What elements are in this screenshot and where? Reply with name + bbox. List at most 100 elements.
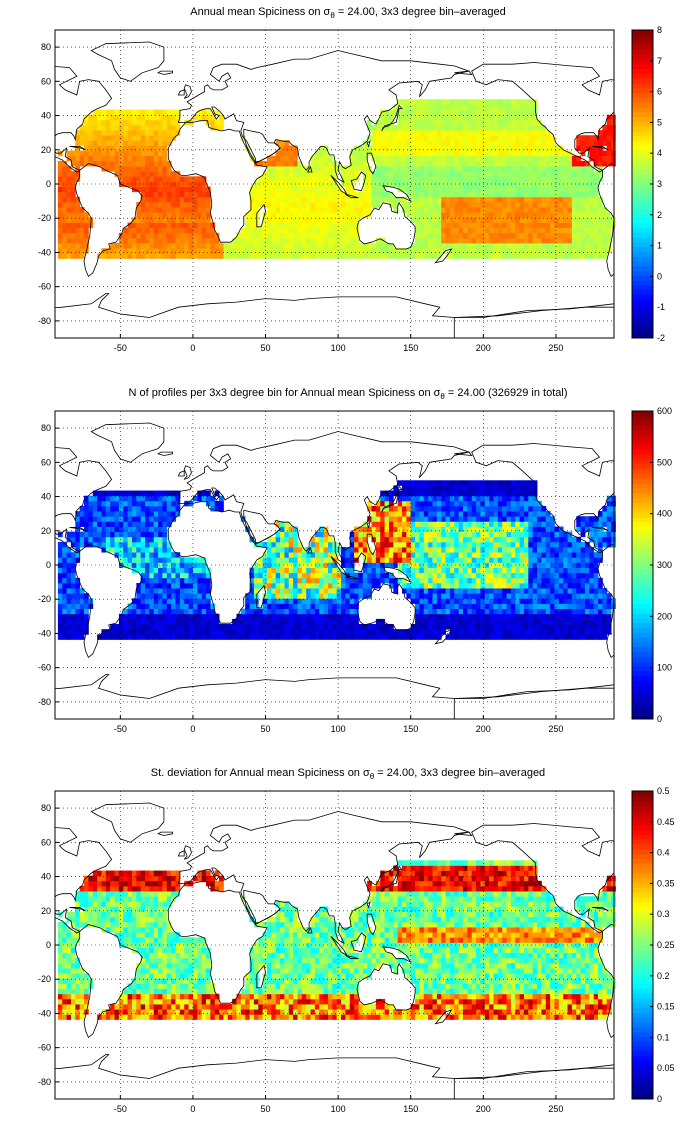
heatmap-cell [70, 598, 76, 604]
heatmap-cell [532, 155, 538, 162]
heatmap-cell [375, 140, 381, 146]
heatmap-cell [598, 130, 603, 136]
heatmap-cell [145, 160, 150, 167]
coastline [345, 193, 359, 199]
heatmap-cell [158, 495, 163, 502]
heatmap-cell [297, 608, 303, 615]
heatmap-cell [484, 109, 490, 116]
heatmap-cell [362, 536, 368, 543]
heatmap-cell [310, 634, 316, 640]
heatmap-cell [393, 253, 399, 259]
heatmap-cell [484, 521, 490, 527]
heatmap-cell [467, 155, 473, 162]
heatmap-cell [441, 629, 446, 635]
heatmap-cell [598, 253, 603, 259]
heatmap-cell [206, 618, 211, 625]
heatmap-cell [114, 130, 120, 136]
heatmap-cell [210, 227, 216, 234]
heatmap-cell [606, 114, 612, 121]
heatmap-cell [423, 572, 429, 579]
heatmap-cell [345, 613, 351, 620]
heatmap-cell [410, 572, 416, 579]
heatmap-cell [297, 567, 303, 574]
heatmap-cell [105, 495, 111, 502]
heatmap-cell [192, 243, 198, 249]
heatmap-cell [371, 201, 377, 208]
heatmap-cell [436, 248, 442, 254]
heatmap-cell [489, 104, 494, 110]
heatmap-cell [388, 552, 394, 558]
heatmap-cell [149, 500, 155, 507]
heatmap-cell [449, 160, 455, 167]
heatmap-cell [70, 227, 76, 234]
heatmap-cell [210, 222, 216, 229]
heatmap-cell [497, 201, 503, 208]
heatmap-cell [375, 253, 381, 259]
heatmap-cell [576, 207, 582, 213]
heatmap-cell [384, 516, 390, 522]
heatmap-cell [489, 130, 494, 136]
heatmap-cell [480, 181, 486, 187]
heatmap-cell [537, 135, 542, 141]
heatmap-cell [580, 248, 586, 254]
heatmap-cell [175, 603, 181, 610]
heatmap-cell [162, 541, 168, 548]
heatmap-cell [266, 577, 272, 584]
heatmap-cell [240, 618, 246, 625]
heatmap-cell [92, 536, 98, 543]
heatmap-cell [201, 201, 207, 208]
heatmap-cell [467, 521, 473, 527]
heatmap-cell [206, 114, 211, 121]
heatmap-cell [532, 243, 538, 249]
heatmap-cell [497, 232, 503, 239]
heatmap-cell [541, 130, 547, 136]
heatmap-cell [410, 140, 416, 146]
heatmap-cell [275, 191, 281, 198]
heatmap-cell [593, 227, 599, 234]
heatmap-cell [84, 613, 89, 620]
heatmap-cell [153, 567, 159, 574]
heatmap-cell [314, 624, 320, 630]
heatmap-cell [510, 104, 516, 110]
heatmap-cell [306, 248, 311, 254]
heatmap-cell [467, 495, 473, 502]
heatmap-cell [441, 119, 446, 126]
heatmap-cell [362, 547, 368, 553]
heatmap-cell [297, 624, 303, 630]
heatmap-cell [393, 207, 399, 213]
heatmap-cell [375, 201, 381, 208]
heatmap-cell [550, 196, 555, 203]
heatmap-cell [140, 547, 146, 553]
heatmap-cell [402, 196, 407, 203]
heatmap-cell [210, 634, 216, 640]
heatmap-cell [397, 155, 403, 162]
heatmap-cell [528, 176, 534, 182]
heatmap-cell [458, 505, 464, 512]
heatmap-cell [70, 588, 76, 594]
heatmap-cell [201, 567, 207, 574]
heatmap-cell [471, 253, 477, 259]
heatmap-cell [75, 160, 81, 167]
heatmap-cell [266, 232, 272, 239]
heatmap-cell [179, 237, 185, 244]
heatmap-cell [158, 243, 163, 249]
heatmap-cell [523, 166, 529, 172]
heatmap-cell [166, 253, 172, 259]
heatmap-cell [192, 567, 198, 574]
heatmap-cell [92, 140, 98, 146]
heatmap-cell [184, 634, 189, 640]
heatmap-cell [510, 227, 516, 234]
heatmap-cell [79, 541, 85, 548]
heatmap-cell [336, 598, 342, 604]
heatmap-cell [480, 155, 486, 162]
heatmap-cell [528, 212, 534, 218]
heatmap-cell [271, 572, 277, 579]
heatmap-cell [175, 500, 181, 507]
heatmap-cell [171, 232, 176, 239]
heatmap-cell [140, 500, 146, 507]
heatmap-cell [166, 521, 172, 527]
heatmap-cell [158, 541, 163, 548]
heatmap-cell [484, 145, 490, 152]
heatmap-cell [550, 191, 555, 198]
heatmap-cell [554, 207, 560, 213]
